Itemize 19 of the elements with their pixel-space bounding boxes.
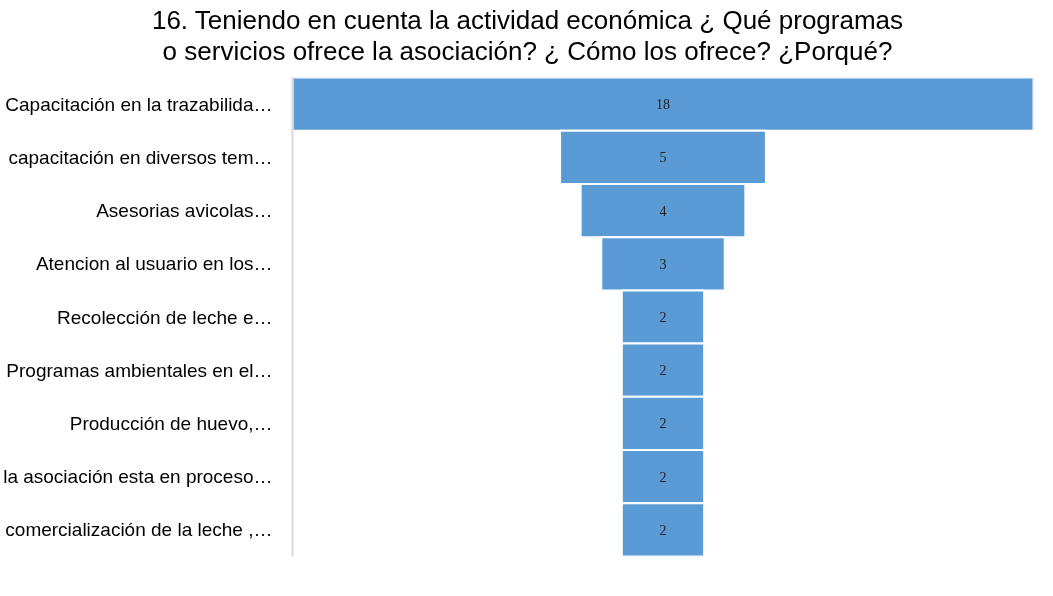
data-label: 18: [656, 97, 670, 113]
data-label: 2: [659, 416, 667, 432]
category-label: Asesorias avicolas…: [96, 200, 273, 222]
data-label: 2: [659, 310, 667, 326]
data-label: 4: [659, 203, 667, 219]
category-label: Programas ambientales en el…: [6, 360, 273, 382]
category-label: la asociación esta en proceso…: [3, 466, 273, 488]
data-label: 2: [659, 523, 667, 539]
data-label: 5: [659, 150, 667, 166]
category-label: Capacitación en la trazabilida…: [5, 93, 273, 115]
category-label: Producción de huevo,…: [69, 413, 273, 435]
data-label: 2: [659, 363, 667, 379]
text: 16. Teniendo en cuenta la actividad económica ¿ Qué programas o servicios ofrece la asociación? ¿ Cómo los ofrece? ¿Porqué?: [151, 5, 904, 68]
category-label: Recolección de leche e…: [57, 306, 273, 328]
data-label: 2: [659, 470, 667, 486]
category-label: Atencion al usuario en los…: [35, 253, 273, 275]
data-label: 3: [659, 257, 667, 273]
category-label: capacitación en diversos tem…: [8, 147, 273, 169]
category-label: comercialización de la leche ,…: [5, 519, 273, 541]
